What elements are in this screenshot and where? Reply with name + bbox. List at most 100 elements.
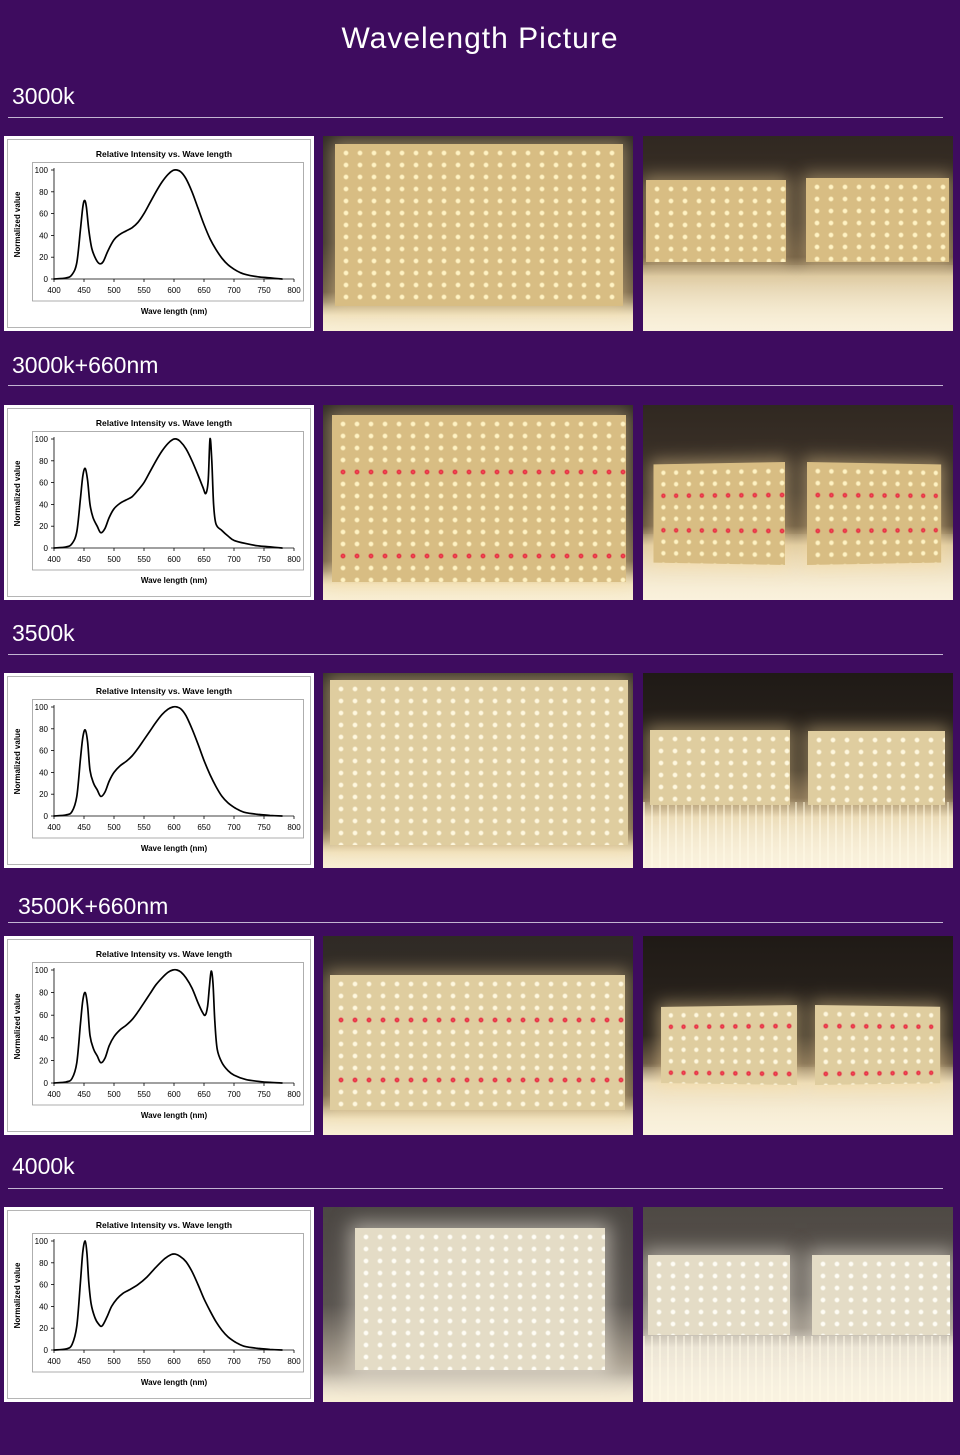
y-tick-label: 40 xyxy=(39,231,48,240)
spectrum-chart: Relative Intensity vs. Wave length 0 20 40 6… xyxy=(4,405,314,600)
y-tick-label: 100 xyxy=(35,166,49,175)
led-panel-right xyxy=(807,462,941,565)
y-tick-label: 0 xyxy=(44,1079,49,1088)
x-tick-label: 800 xyxy=(287,1090,301,1099)
x-tick-label: 550 xyxy=(137,555,151,564)
spectrum-chart-svg: Relative Intensity vs. Wave length 0 20 40 6… xyxy=(4,405,314,600)
x-tick-label: 400 xyxy=(47,555,61,564)
x-tick-label: 500 xyxy=(107,823,121,832)
x-tick-label: 650 xyxy=(197,555,211,564)
y-tick-label: 20 xyxy=(39,790,48,799)
page-title: Wavelength Picture xyxy=(0,19,960,59)
x-tick-label: 400 xyxy=(47,1357,61,1366)
x-tick-label: 750 xyxy=(257,286,271,295)
y-tick-label: 80 xyxy=(39,457,48,466)
spectrum-row: Relative Intensity vs. Wave length 0 20 40 6… xyxy=(0,936,960,1135)
y-tick-label: 20 xyxy=(39,1056,48,1065)
chart-border xyxy=(8,1211,311,1399)
x-tick-label: 800 xyxy=(287,286,301,295)
spectrum-chart-svg: Relative Intensity vs. Wave length 0 20 40 6… xyxy=(4,136,314,331)
floor-light xyxy=(643,802,953,868)
spectrum-row: Relative Intensity vs. Wave length 0 20 40 6… xyxy=(0,1207,960,1402)
x-tick-label: 650 xyxy=(197,1090,211,1099)
y-tick-label: 40 xyxy=(39,1302,48,1311)
section-label: 3000k xyxy=(12,83,75,109)
x-tick-label: 750 xyxy=(257,555,271,564)
y-tick-label: 80 xyxy=(39,725,48,734)
led-panel-left xyxy=(648,1255,790,1335)
spectrum-chart: Relative Intensity vs. Wave length 0 20 40 6… xyxy=(4,936,314,1135)
y-tick-label: 0 xyxy=(44,1346,49,1355)
section-label: 3500k xyxy=(12,620,75,646)
led-panel-front-photo xyxy=(323,405,633,600)
led-panel-left xyxy=(650,730,790,805)
red-led-row xyxy=(332,551,626,561)
y-tick-label: 60 xyxy=(39,747,48,756)
y-tick-label: 60 xyxy=(39,1281,48,1290)
y-tick-label: 80 xyxy=(39,989,48,998)
x-axis-label: Wave length (nm) xyxy=(141,576,208,585)
x-tick-label: 750 xyxy=(257,1357,271,1366)
floor-light xyxy=(643,1336,953,1402)
chart-title: Relative Intensity vs. Wave length xyxy=(96,686,232,696)
x-tick-label: 700 xyxy=(227,286,241,295)
x-tick-label: 550 xyxy=(137,286,151,295)
x-axis-label: Wave length (nm) xyxy=(141,307,208,316)
x-tick-label: 450 xyxy=(77,1357,91,1366)
section-divider xyxy=(8,1188,943,1189)
section-label: 3500K+660nm xyxy=(18,893,168,919)
y-tick-label: 0 xyxy=(44,275,49,284)
x-tick-label: 650 xyxy=(197,823,211,832)
x-tick-label: 400 xyxy=(47,1090,61,1099)
x-tick-label: 600 xyxy=(167,555,181,564)
x-tick-label: 650 xyxy=(197,1357,211,1366)
x-tick-label: 400 xyxy=(47,823,61,832)
led-panel xyxy=(330,680,628,845)
y-tick-label: 100 xyxy=(35,703,49,712)
x-tick-label: 550 xyxy=(137,1357,151,1366)
floor-light xyxy=(323,1373,633,1402)
red-led-row xyxy=(330,1075,625,1085)
spectrum-row: Relative Intensity vs. Wave length 0 20 40 6… xyxy=(0,673,960,868)
section-label: 4000k xyxy=(12,1153,75,1179)
led-panel-front-photo xyxy=(323,936,633,1135)
y-tick-label: 100 xyxy=(35,1237,49,1246)
x-tick-label: 550 xyxy=(137,1090,151,1099)
led-panel-right xyxy=(806,178,949,262)
x-tick-label: 800 xyxy=(287,555,301,564)
x-tick-label: 800 xyxy=(287,1357,301,1366)
led-panel-left xyxy=(646,180,786,262)
red-led-row xyxy=(815,1068,940,1079)
led-panel xyxy=(332,415,626,582)
spectrum-chart-svg: Relative Intensity vs. Wave length 0 20 40 6… xyxy=(4,673,314,868)
x-tick-label: 500 xyxy=(107,1090,121,1099)
y-tick-label: 40 xyxy=(39,500,48,509)
y-tick-label: 0 xyxy=(44,544,49,553)
y-axis-label: Normalized value xyxy=(13,993,22,1059)
spectrum-chart-svg: Relative Intensity vs. Wave length 0 20 40 6… xyxy=(4,1207,314,1402)
section-divider xyxy=(8,385,943,386)
spectrum-chart: Relative Intensity vs. Wave length 0 20 40 6… xyxy=(4,136,314,331)
chart-title: Relative Intensity vs. Wave length xyxy=(96,149,232,159)
led-panel-right xyxy=(815,1005,940,1085)
led-panel-right xyxy=(808,731,945,805)
led-panel-front-photo xyxy=(323,136,633,331)
x-tick-label: 500 xyxy=(107,286,121,295)
led-panel-pair-photo xyxy=(643,136,953,331)
red-led-row xyxy=(661,1068,797,1079)
y-tick-label: 100 xyxy=(35,966,49,975)
led-panel xyxy=(355,1228,605,1370)
y-tick-label: 20 xyxy=(39,522,48,531)
y-tick-label: 60 xyxy=(39,1011,48,1020)
x-axis-label: Wave length (nm) xyxy=(141,1111,208,1120)
x-tick-label: 550 xyxy=(137,823,151,832)
y-tick-label: 80 xyxy=(39,1259,48,1268)
y-axis-label: Normalized value xyxy=(13,728,22,794)
x-tick-label: 700 xyxy=(227,1090,241,1099)
led-panel-pair-photo xyxy=(643,936,953,1135)
y-tick-label: 40 xyxy=(39,768,48,777)
x-tick-label: 450 xyxy=(77,286,91,295)
x-tick-label: 800 xyxy=(287,823,301,832)
x-tick-label: 450 xyxy=(77,823,91,832)
